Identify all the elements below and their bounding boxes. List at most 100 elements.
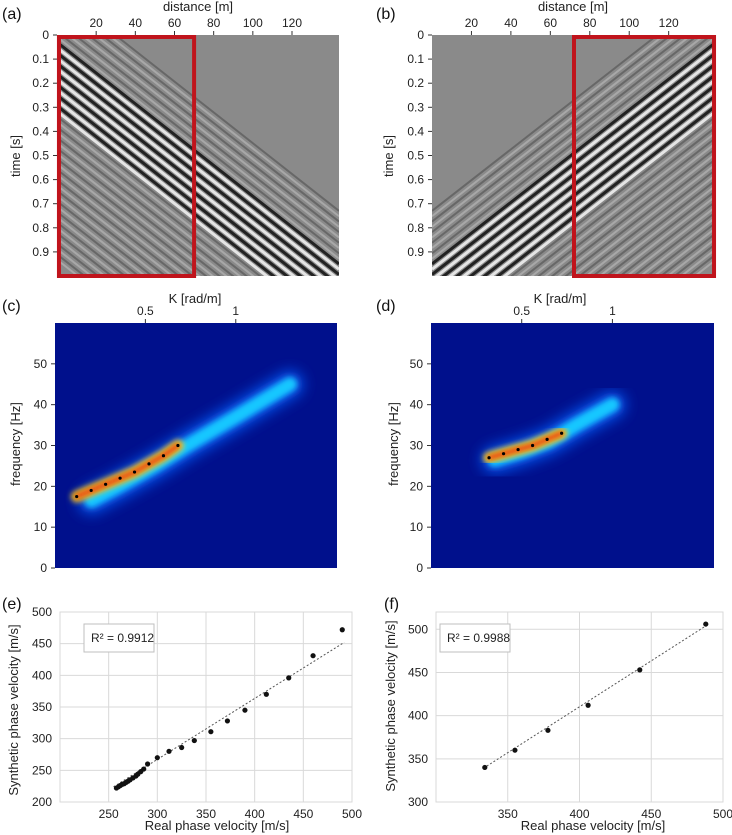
x-tick-label: 400 (569, 807, 589, 821)
panel-e-annotation: R² = 0.9912 (91, 631, 154, 645)
x-tick-label: 400 (245, 807, 265, 821)
energy-peak-red (486, 430, 565, 461)
panel-f-annotation-box (439, 623, 511, 653)
y-tick-label: 20 (410, 479, 424, 493)
x-tick-label: 40 (504, 16, 518, 30)
wavefront-line (113, 35, 339, 212)
dispersion-pick (161, 454, 166, 458)
y-tick-label: 400 (408, 709, 428, 723)
x-tick-label: 1 (232, 304, 239, 318)
y-tick-label: 0.8 (32, 221, 49, 235)
panel-e-scatter: Real phase velocity [m/s] Synthetic phas… (6, 605, 362, 833)
y-tick-label: 0 (42, 28, 49, 42)
dispersion-pick (104, 482, 108, 486)
panel-f-scatter: Real phase velocity [m/s] Synthetic phas… (383, 611, 732, 833)
wavefront-line (57, 142, 228, 276)
x-tick-label: 500 (342, 807, 362, 821)
y-tick-label: 450 (32, 637, 52, 651)
y-tick-label: 0.4 (407, 124, 424, 138)
energy-peak-red (74, 443, 181, 500)
data-point (179, 744, 185, 751)
y-tick-label: 0 (416, 561, 423, 575)
dispersion-pick (75, 494, 79, 499)
data-point (224, 718, 231, 724)
y-tick-label: 500 (32, 605, 52, 619)
x-tick-label: 40 (129, 16, 143, 30)
wavefront-line (632, 211, 716, 276)
wavefront-line (57, 168, 195, 276)
y-tick-label: 0.8 (407, 221, 424, 235)
data-point (637, 667, 643, 673)
y-tick-label: 400 (32, 668, 52, 682)
y-tick-label: 0.1 (407, 52, 424, 66)
panel-e-xlabel: Real phase velocity [m/s] (145, 818, 290, 833)
wavefront-line (591, 179, 716, 276)
wavefront-line (57, 232, 114, 276)
wavefront-line (57, 94, 290, 276)
wavefront-line (584, 173, 716, 276)
y-tick-label: 0.9 (407, 245, 424, 259)
y-tick-label: 0 (417, 28, 424, 42)
data-point (545, 727, 551, 733)
y-tick-label: 0 (40, 561, 47, 575)
data-point (512, 747, 518, 753)
panel-a-xlabel: distance [m] (163, 0, 233, 14)
x-tick-label: 350 (196, 807, 216, 821)
dispersion-pick (132, 470, 137, 474)
wavefront-line (57, 36, 339, 260)
panel-label-e: (e) (2, 596, 22, 613)
panel-b-xlabel: distance [m] (538, 0, 608, 14)
dispersion-pick (176, 443, 180, 448)
y-tick-label: 0.5 (32, 149, 49, 163)
wavefront-line (57, 136, 235, 276)
y-tick-label: 30 (34, 439, 48, 453)
panel-a-seismic-gather: distance [m] time [s] 20 40 60 80 100 120 0 0.1… (8, 0, 339, 278)
dispersion-pick (89, 488, 93, 493)
panel-c-image (55, 323, 337, 568)
y-tick-label: 0.6 (407, 173, 424, 187)
panel-d-xlabel: K [rad/m] (534, 291, 587, 306)
x-tick-label: 120 (282, 16, 302, 30)
y-tick-label: 300 (408, 795, 428, 809)
y-tick-label: 300 (32, 732, 52, 746)
y-tick-label: 10 (410, 520, 424, 534)
data-point (154, 755, 160, 761)
panel-b-seismic-gather: distance [m] time [s] 20 40 60 80 100 120 0 0.1… (381, 0, 717, 278)
x-tick-label: 450 (293, 807, 313, 821)
x-tick-label: 450 (641, 807, 661, 821)
wavefront-line (598, 184, 716, 276)
data-point (166, 748, 172, 754)
data-point (145, 761, 151, 767)
y-tick-label: 0.9 (32, 245, 49, 259)
wavefront-line (57, 41, 339, 266)
panel-b-highlight-window (572, 35, 717, 278)
wavefront-line (639, 216, 716, 276)
data-point (208, 729, 214, 735)
wavefront-line (605, 189, 716, 276)
wavefront-line (57, 99, 283, 276)
wavefront-line (652, 227, 716, 276)
wavefront-line (57, 211, 141, 276)
wavefront-line (57, 163, 201, 276)
wavefront-line (659, 232, 716, 276)
y-tick-label: 20 (34, 479, 48, 493)
x-tick-label: 60 (544, 16, 558, 30)
data-point (263, 691, 269, 697)
panel-c-xlabel: K [rad/m] (169, 291, 222, 306)
y-tick-label: 0.1 (32, 52, 49, 66)
panel-label-c: (c) (2, 298, 21, 315)
panel-b-ticks: 20 40 60 80 100 120 0 0.1 0.2 0.3 0.4 0.5 0.6 0.7 0.8 0… (407, 16, 679, 259)
panel-a-ticks: 20 40 60 80 100 120 0 0.1 0.2 0.3 0.4 0.5 0.6 0.7 0.8 0… (32, 16, 302, 259)
y-tick-label: 500 (408, 622, 428, 636)
dispersion-pick (118, 476, 122, 480)
data-point (482, 764, 488, 771)
wavefront-line (57, 200, 154, 276)
wavefront-line (57, 184, 174, 276)
wavefront-line (57, 78, 310, 276)
dispersion-pick (560, 431, 564, 435)
wavefront-line (57, 67, 324, 276)
y-tick-label: 0.2 (407, 76, 424, 90)
